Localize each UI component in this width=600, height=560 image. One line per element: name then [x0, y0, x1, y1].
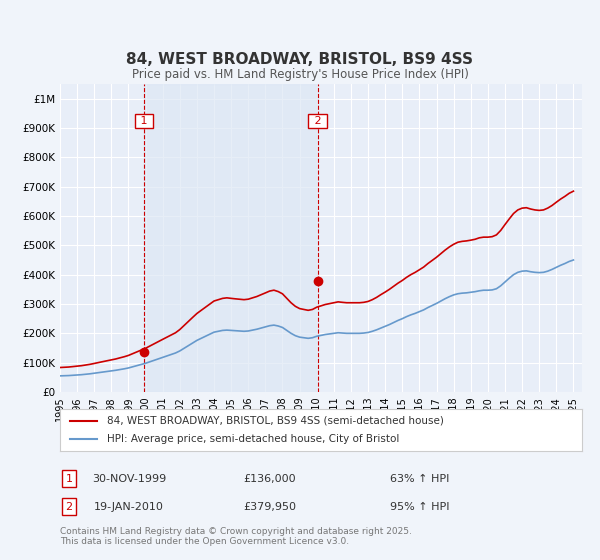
Text: 95% ↑ HPI: 95% ↑ HPI: [390, 502, 450, 512]
Text: 1: 1: [65, 474, 73, 484]
Text: 30-NOV-1999: 30-NOV-1999: [92, 474, 166, 484]
Text: 84, WEST BROADWAY, BRISTOL, BS9 4SS: 84, WEST BROADWAY, BRISTOL, BS9 4SS: [127, 52, 473, 67]
Text: Contains HM Land Registry data © Crown copyright and database right 2025.
This d: Contains HM Land Registry data © Crown c…: [60, 526, 412, 546]
Text: £136,000: £136,000: [244, 474, 296, 484]
Text: 84, WEST BROADWAY, BRISTOL, BS9 4SS (semi-detached house): 84, WEST BROADWAY, BRISTOL, BS9 4SS (sem…: [107, 416, 444, 426]
Text: Price paid vs. HM Land Registry's House Price Index (HPI): Price paid vs. HM Land Registry's House …: [131, 68, 469, 81]
Text: HPI: Average price, semi-detached house, City of Bristol: HPI: Average price, semi-detached house,…: [107, 434, 400, 444]
Text: £379,950: £379,950: [244, 502, 296, 512]
Text: 2: 2: [65, 502, 73, 512]
Bar: [144, 84, 317, 392]
Text: 2: 2: [311, 116, 325, 126]
Text: 1: 1: [137, 116, 151, 126]
Text: 19-JAN-2010: 19-JAN-2010: [94, 502, 164, 512]
Text: 63% ↑ HPI: 63% ↑ HPI: [391, 474, 449, 484]
